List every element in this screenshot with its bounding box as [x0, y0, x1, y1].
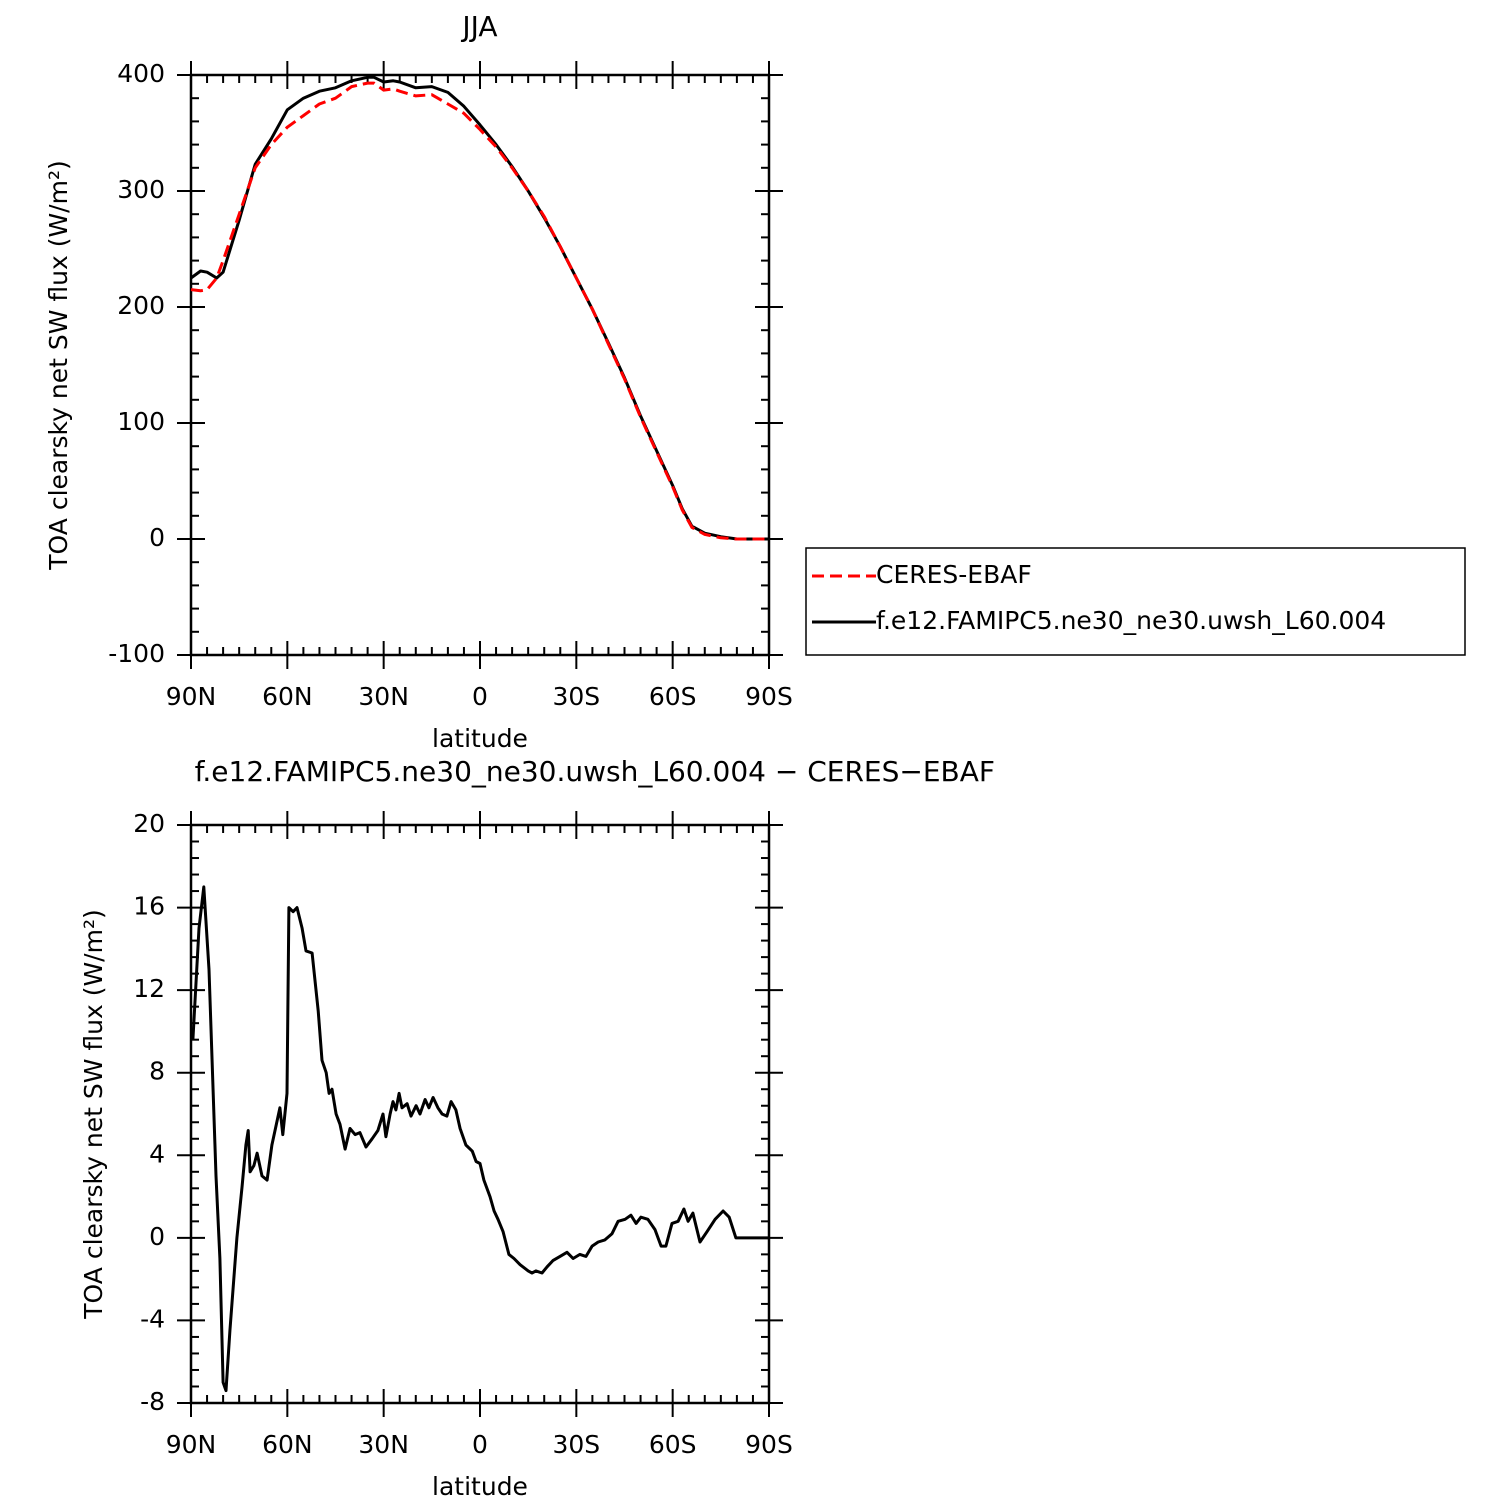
y-tick-label: 20 — [133, 809, 165, 838]
x-tick-label: 90N — [166, 682, 217, 711]
x-tick-label: 0 — [472, 1430, 488, 1459]
legend-label: f.e12.FAMIPC5.ne30_ne30.uwsh_L60.004 — [876, 606, 1386, 635]
y-tick-label: 400 — [117, 59, 165, 88]
y-tick-label: 4 — [149, 1139, 165, 1168]
x-tick-label: 30N — [358, 682, 409, 711]
legend-label: CERES-EBAF — [876, 560, 1032, 589]
y-tick-label: -8 — [140, 1387, 165, 1416]
y-tick-label: 16 — [133, 892, 165, 921]
y-tick-label: -100 — [108, 639, 165, 668]
y-axis-label: TOA clearsky net SW flux (W/m²) — [44, 160, 73, 570]
x-tick-label: 60N — [262, 1430, 313, 1459]
y-tick-label: -4 — [140, 1304, 165, 1333]
x-axis-label: latitude — [432, 724, 528, 753]
y-tick-label: 100 — [117, 407, 165, 436]
y-axis-label: TOA clearsky net SW flux (W/m²) — [79, 909, 108, 1319]
legend-box — [805, 547, 1466, 656]
x-tick-label: 30N — [358, 1430, 409, 1459]
plot-frame — [189, 823, 771, 1405]
chart-title: f.e12.FAMIPC5.ne30_ne30.uwsh_L60.004 − C… — [195, 755, 995, 788]
y-tick-label: 300 — [117, 175, 165, 204]
x-tick-label: 30S — [552, 682, 600, 711]
x-tick-label: 90N — [166, 1430, 217, 1459]
x-tick-label: 60N — [262, 682, 313, 711]
x-tick-label: 30S — [552, 1430, 600, 1459]
plot-frame — [189, 73, 771, 657]
data-line — [191, 885, 769, 1393]
y-tick-label: 8 — [149, 1057, 165, 1086]
x-tick-label: 60S — [649, 1430, 697, 1459]
y-tick-label: 12 — [133, 974, 165, 1003]
data-line — [190, 81, 769, 541]
x-tick-label: 0 — [472, 682, 488, 711]
y-tick-label: 200 — [117, 291, 165, 320]
y-tick-label: 0 — [149, 1222, 165, 1251]
x-tick-label: 90S — [745, 1430, 793, 1459]
x-tick-label: 60S — [649, 682, 697, 711]
x-axis-label: latitude — [432, 1472, 528, 1501]
chart-title: JJA — [460, 10, 497, 43]
x-tick-label: 90S — [745, 682, 793, 711]
y-tick-label: 0 — [149, 523, 165, 552]
data-line — [190, 75, 769, 541]
